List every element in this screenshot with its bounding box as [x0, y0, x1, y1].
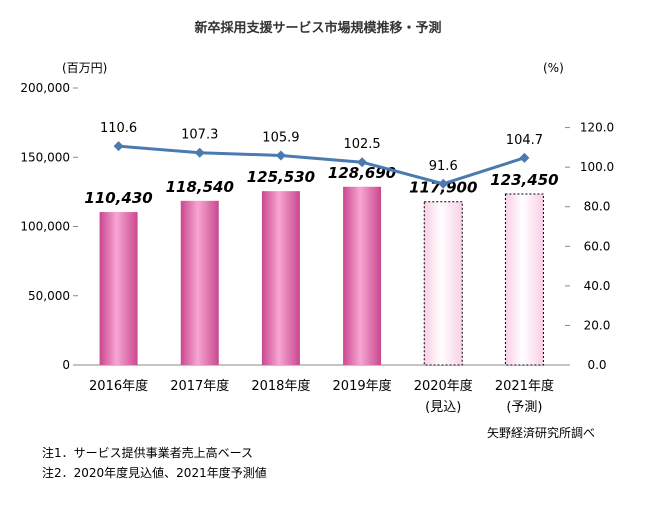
line-value-label: 110.6: [100, 121, 137, 136]
left-tick-label: 150,000: [20, 150, 70, 164]
category-labels: 2016年度 2017年度 2018年度 2019年度 2020年度 (見込) 2021年度…: [89, 378, 554, 415]
right-tick-label: 100.0: [580, 160, 614, 174]
line-value-labels: 110.6 107.3 105.9 102.5 91.6 104.7: [100, 121, 543, 174]
line-value-label: 107.3: [181, 128, 218, 143]
bar-value-label: 110,430: [84, 189, 152, 207]
category-label: 2018年度: [251, 378, 310, 394]
line-value-label: 91.6: [429, 159, 458, 174]
left-tick-label: 200,000: [20, 81, 70, 95]
category-label: 2017年度: [170, 378, 229, 394]
note-1: 注1．サービス提供事業者売上高ベース: [42, 445, 253, 460]
category-label: 2016年度: [89, 378, 148, 394]
line-point: [519, 152, 530, 163]
line-series: [113, 141, 530, 189]
left-axis-ticks: 0 50,000 100,000 150,000 200,000: [20, 81, 78, 372]
bar: [504, 193, 544, 366]
left-axis-unit: (百万円): [62, 61, 107, 75]
category-label: 2021年度: [495, 378, 554, 394]
source-note: 矢野経済研究所調べ: [487, 425, 595, 440]
left-tick-label: 50,000: [28, 289, 70, 303]
right-axis-ticks: 0.0 20.0 40.0 60.0 80.0 100.0 120.0: [565, 121, 614, 372]
bar: [99, 212, 138, 365]
line-point: [275, 150, 286, 161]
line-point: [438, 178, 449, 189]
line-point: [357, 157, 368, 168]
line-value-label: 104.7: [506, 133, 543, 148]
category-label: 2020年度: [414, 378, 473, 394]
right-tick-label: 20.0: [584, 318, 611, 332]
bar: [343, 186, 382, 365]
category-sublabel: (予測): [506, 400, 542, 415]
right-tick-label: 60.0: [584, 239, 611, 253]
bar: [180, 200, 219, 365]
right-tick-label: 40.0: [584, 279, 611, 293]
bar-value-label: 118,540: [166, 178, 234, 196]
chart-title: 新卒採用支援サービス市場規模推移・予測: [194, 20, 441, 36]
right-tick-label: 0.0: [587, 358, 606, 372]
right-tick-label: 80.0: [584, 200, 611, 214]
bar: [261, 191, 300, 365]
category-sublabel: (見込): [425, 400, 461, 415]
right-axis-unit: (%): [543, 61, 564, 75]
bar-value-label: 123,450: [490, 171, 558, 189]
line-point: [113, 141, 124, 152]
bar-value-labels: 110,430118,540125,530128,690117,900123,4…: [84, 164, 558, 207]
line-value-label: 105.9: [262, 130, 299, 145]
left-tick-label: 100,000: [20, 220, 70, 234]
line-point: [194, 147, 205, 158]
note-2: 注2．2020年度見込値、2021年度予測値: [42, 465, 267, 480]
bar: [423, 201, 463, 366]
category-label: 2019年度: [333, 378, 392, 394]
line-value-label: 102.5: [343, 137, 380, 152]
series-line: [118, 144, 525, 186]
right-tick-label: 120.0: [580, 121, 614, 135]
bar-series: [99, 186, 544, 366]
bar-value-label: 125,530: [247, 168, 315, 186]
left-tick-label: 0: [62, 358, 70, 372]
